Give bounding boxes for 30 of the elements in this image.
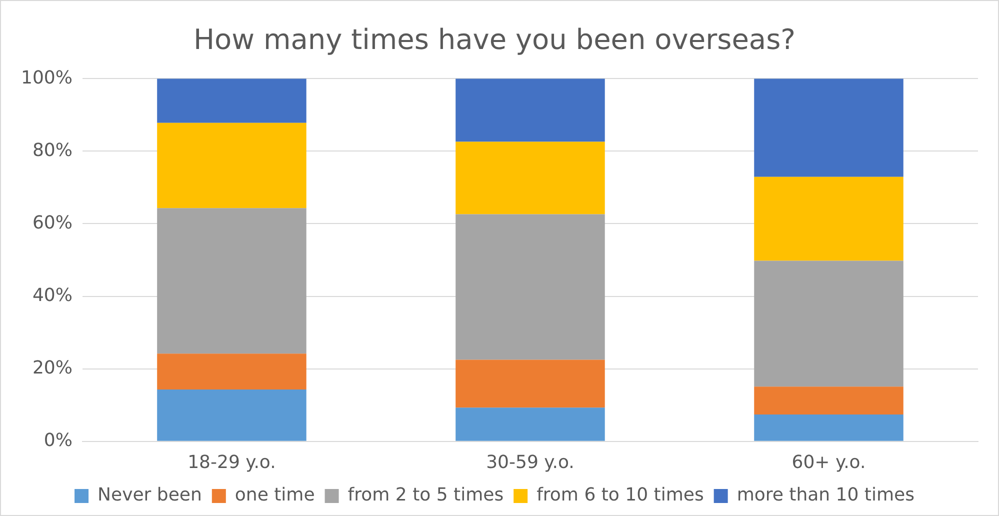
bar (456, 78, 605, 142)
x-tick-label: 60+ y.o. (792, 452, 866, 473)
bar (157, 122, 306, 208)
legend-label: Never been (98, 484, 202, 506)
bar (456, 408, 605, 441)
bar (157, 354, 306, 390)
y-tick-label: 20% (32, 358, 72, 379)
y-tick-label: 80% (32, 140, 72, 161)
bar (157, 208, 306, 354)
y-tick-label: 40% (32, 284, 72, 306)
chart-title: How many times have you been overseas? (193, 23, 796, 56)
bar (456, 360, 605, 408)
y-tick-label: 100% (20, 67, 72, 88)
bar (157, 390, 306, 441)
y-tick-label: 60% (32, 212, 72, 234)
bar (754, 414, 904, 441)
legend-label: from 2 to 5 times (348, 484, 504, 506)
x-tick-label: 18-29 y.o. (188, 452, 276, 473)
legend-label: more than 10 times (736, 484, 914, 506)
bar (754, 260, 904, 387)
bar (456, 142, 605, 214)
bar (754, 78, 904, 177)
legend-label: from 6 to 10 times (536, 484, 704, 506)
legend-label: one time (234, 484, 315, 506)
bar (456, 214, 605, 360)
y-tick-label: 0% (44, 430, 72, 452)
bar (754, 386, 904, 415)
bar (754, 176, 904, 261)
x-tick-label: 30-59 y.o. (486, 452, 574, 473)
bar (157, 78, 306, 123)
